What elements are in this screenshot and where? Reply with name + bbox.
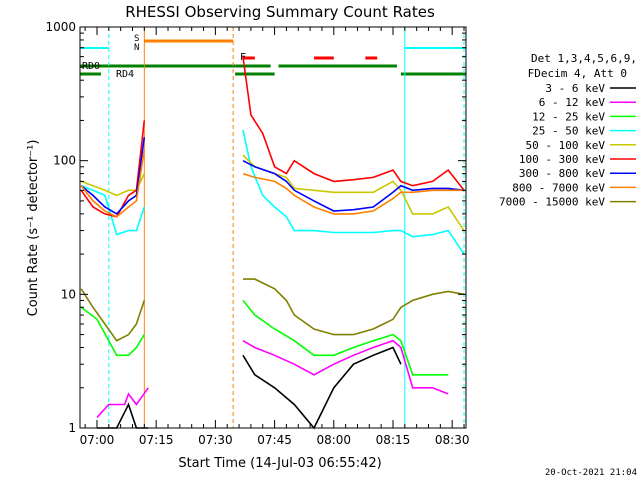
y-tick-label: 1 (68, 421, 76, 435)
series-line (242, 299, 449, 376)
series-line (80, 149, 146, 218)
legend-label: 7000 - 15000 keV (499, 196, 605, 209)
legend-label: 300 - 800 keV (519, 167, 605, 180)
x-tick-label: 08:00 (316, 433, 351, 447)
x-tick-label: 07:00 (80, 433, 115, 447)
series-line (242, 154, 465, 232)
flag-bands (80, 39, 466, 76)
legend-label: 25 - 50 keV (532, 125, 605, 138)
series-line (242, 172, 464, 215)
flag-label-rd0: RD0 (82, 61, 100, 72)
series-line (80, 136, 146, 215)
series-line (243, 278, 465, 336)
legend-header-2: FDecim 4, Att 0 (528, 67, 627, 80)
series-line (242, 346, 402, 430)
legend-label: 3 - 6 keV (545, 82, 605, 95)
footer-date: 20-Oct-2021 21:04 (545, 468, 637, 478)
legend: Det 1,3,4,5,6,9, FDecim 4, Att 0 3 - 6 k… (499, 52, 637, 209)
flag-label-f: F (240, 52, 246, 63)
legend-label: 12 - 25 keV (532, 110, 605, 123)
flag-label-rd4: RD4 (116, 69, 134, 80)
legend-label: 50 - 100 keV (526, 139, 606, 152)
x-tick-label: 08:15 (376, 433, 411, 447)
legend-label: 6 - 12 keV (539, 96, 606, 109)
series-line (96, 387, 149, 418)
y-tick-label: 1000 (45, 20, 76, 34)
x-axis-label: Start Time (14-Jul-03 06:55:42) (178, 456, 381, 471)
x-tick-label: 07:45 (257, 433, 292, 447)
series-line (242, 159, 465, 212)
y-axis: 1 10 100 1000 (45, 20, 466, 435)
flag-label-n: N (134, 43, 139, 53)
legend-label: 800 - 7000 keV (512, 181, 605, 194)
y-tick-label: 100 (53, 154, 76, 168)
series-line (242, 56, 465, 191)
x-tick-label: 07:30 (198, 433, 233, 447)
flag-label-s: S (134, 34, 139, 44)
legend-header-1: Det 1,3,4,5,6,9, (531, 52, 637, 65)
x-axis: 07:00 07:15 07:30 07:45 08:00 08:15 08:30 (80, 27, 470, 447)
x-tick-label: 08:30 (435, 433, 470, 447)
series-line (242, 129, 465, 255)
legend-label: 100 - 300 keV (519, 153, 605, 166)
x-tick-label: 07:15 (139, 433, 174, 447)
series-line (80, 306, 145, 357)
plot-frame (79, 26, 467, 429)
y-tick-label: 10 (61, 287, 76, 301)
series-line (242, 339, 449, 395)
series-layer (80, 56, 465, 430)
series-line (80, 184, 146, 236)
series-line (80, 288, 146, 342)
y-axis-label: Count Rate (s⁻¹ detector⁻¹) (26, 140, 41, 317)
chart-title: RHESSI Observing Summary Count Rates (125, 3, 435, 21)
